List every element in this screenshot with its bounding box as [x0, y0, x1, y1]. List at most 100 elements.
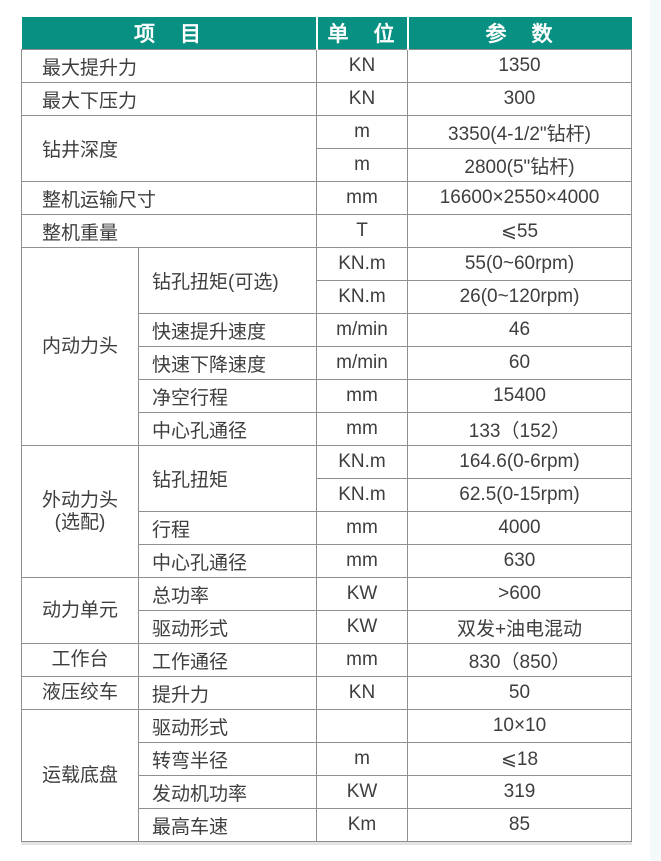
table-row: 内动力头 钻孔扭矩(可选) KN.m 55(0~60rpm) [21, 247, 632, 446]
table-row: 快速下降速度 m/min 60 [22, 346, 632, 380]
unit-cell: m [316, 742, 408, 776]
param-cell: 55(0~60rpm) [407, 247, 632, 281]
param-cell: 62.5(0-15rpm) [407, 478, 632, 512]
table-row: 最高车速 Km 85 [22, 808, 632, 842]
spec-table: 项 目 单 位 参 数 最大提升力 KN 1350 最大下压力 KN 300 钻井深度 m 33… [21, 17, 632, 842]
table-row: 动力单元 总功率 KW >600 [21, 577, 632, 644]
param-cell: 15400 [407, 379, 632, 413]
table-row: 行程 mm 4000 [22, 511, 632, 545]
param-cell: 3350(4-1/2"钻杆) [407, 115, 632, 149]
spec-table-header: 项 目 单 位 参 数 [21, 17, 632, 50]
item-cell: 整机运输尺寸 [21, 181, 317, 215]
item-cell: 行程 [138, 511, 317, 545]
table-row: 运载底盘 驱动形式 10×10 [21, 709, 632, 842]
table-row: 净空行程 mm 15400 [22, 379, 632, 413]
param-cell: 50 [407, 676, 632, 710]
item-cell: 转弯半径 [138, 742, 317, 776]
item-cell: 最大下压力 [21, 82, 317, 116]
unit-cell: mm [316, 643, 408, 677]
group-cell: 运载底盘 [21, 709, 139, 842]
table-row: 工作台 工作通径 mm 830（850） [21, 643, 632, 677]
group-cell: 液压绞车 [21, 676, 139, 710]
table-row: KN.m 26(0~120rpm) [22, 280, 632, 314]
item-cell: 整机重量 [21, 214, 317, 248]
table-row: 最大下压力 KN 300 [21, 82, 632, 116]
unit-cell: KW [316, 775, 408, 809]
param-cell: 133（152） [407, 412, 632, 446]
unit-cell: KN [316, 676, 408, 710]
item-cell: 中心孔通径 [138, 412, 317, 446]
unit-cell: m [316, 115, 408, 149]
unit-cell: KN.m [316, 247, 408, 281]
table-row: 驱动形式 KW 双发+油电混动 [22, 610, 632, 644]
param-cell: ⩽18 [407, 742, 632, 776]
item-cell: 驱动形式 [138, 709, 317, 743]
unit-cell: m/min [316, 346, 408, 380]
param-cell: 1350 [407, 49, 632, 83]
item-cell: 快速下降速度 [138, 346, 317, 380]
item-cell: 最大提升力 [21, 49, 317, 83]
item-cell: 净空行程 [138, 379, 317, 413]
unit-cell: KW [316, 577, 408, 611]
table-row: 钻井深度 m 3350(4-1/2"钻杆) [21, 115, 632, 182]
table-row: 液压绞车 提升力 KN 50 [21, 676, 632, 710]
group-cell: 动力单元 [21, 577, 139, 644]
param-cell: 164.6(0-6rpm) [407, 445, 632, 479]
unit-cell: KN.m [316, 445, 408, 479]
unit-cell [316, 709, 408, 743]
table-row: 发动机功率 KW 319 [22, 775, 632, 809]
unit-cell: mm [316, 412, 408, 446]
group-cell: 工作台 [21, 643, 139, 677]
table-row: 外动力头 (选配) 钻孔扭矩 KN.m 164.6(0-6rpm) [21, 445, 632, 578]
table-row: m 2800(5"钻杆) [22, 148, 632, 182]
param-cell: 双发+油电混动 [407, 610, 632, 644]
table-row: 整机运输尺寸 mm 16600×2550×4000 [21, 181, 632, 215]
param-cell: ⩽55 [407, 214, 632, 248]
param-cell: 85 [407, 808, 632, 842]
param-cell: 60 [407, 346, 632, 380]
param-cell: 26(0~120rpm) [407, 280, 632, 314]
unit-cell: KN [316, 82, 408, 116]
unit-cell: mm [316, 544, 408, 578]
unit-cell: T [316, 214, 408, 248]
item-cell: 中心孔通径 [138, 544, 317, 578]
header-unit-column: 单 位 [316, 17, 409, 50]
item-cell: 总功率 [138, 577, 317, 611]
param-cell: 2800(5"钻杆) [407, 148, 632, 182]
item-cell: 发动机功率 [138, 775, 317, 809]
header-param-column: 参 数 [407, 17, 632, 50]
param-cell: 630 [407, 544, 632, 578]
unit-cell: m/min [316, 313, 408, 347]
spec-table-body: 最大提升力 KN 1350 最大下压力 KN 300 钻井深度 m 3350(4-1/2"钻杆)… [21, 49, 632, 842]
item-cell: 钻井深度 [21, 115, 317, 182]
table-row: 中心孔通径 mm 630 [22, 544, 632, 578]
unit-cell: KN.m [316, 280, 408, 314]
item-cell: 钻孔扭矩(可选) [138, 247, 317, 314]
unit-cell: mm [316, 181, 408, 215]
table-row: 转弯半径 m ⩽18 [22, 742, 632, 776]
group-cell: 内动力头 [21, 247, 139, 446]
param-cell: >600 [407, 577, 632, 611]
param-cell: 300 [407, 82, 632, 116]
unit-cell: KN.m [316, 478, 408, 512]
unit-cell: KW [316, 610, 408, 644]
item-cell: 钻孔扭矩 [138, 445, 317, 512]
unit-cell: mm [316, 511, 408, 545]
table-row: 最大提升力 KN 1350 [21, 49, 632, 83]
group-cell: 外动力头 (选配) [21, 445, 139, 578]
unit-cell: Km [316, 808, 408, 842]
param-cell: 16600×2550×4000 [407, 181, 632, 215]
item-cell: 最高车速 [138, 808, 317, 842]
item-cell: 工作通径 [138, 643, 317, 677]
unit-cell: mm [316, 379, 408, 413]
table-row: 中心孔通径 mm 133（152） [22, 412, 632, 446]
item-cell: 快速提升速度 [138, 313, 317, 347]
param-cell: 319 [407, 775, 632, 809]
unit-cell: KN [316, 49, 408, 83]
item-cell: 驱动形式 [138, 610, 317, 644]
table-row: 整机重量 T ⩽55 [21, 214, 632, 248]
item-cell: 提升力 [138, 676, 317, 710]
unit-cell: m [316, 148, 408, 182]
param-cell: 830（850） [407, 643, 632, 677]
table-row: 快速提升速度 m/min 46 [22, 313, 632, 347]
